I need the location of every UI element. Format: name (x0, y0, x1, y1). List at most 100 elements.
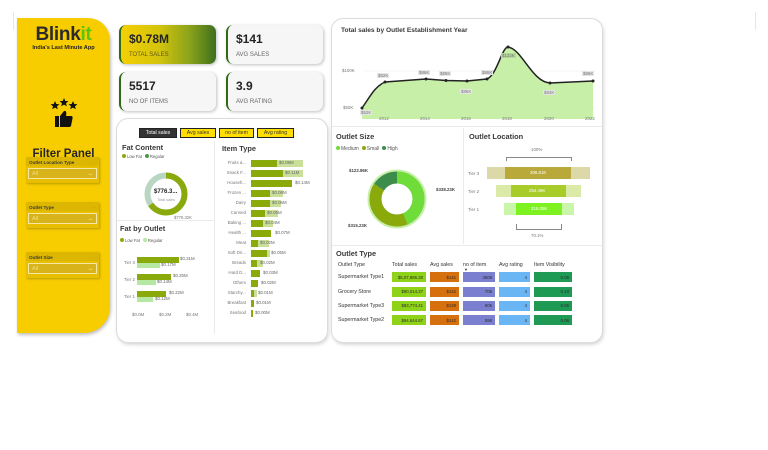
chevron-down-icon[interactable]: ⌄ (92, 159, 96, 164)
chevron-down-icon[interactable]: ⌄ (92, 254, 96, 259)
col-header[interactable]: Outlet Type (338, 261, 365, 268)
bar-value: $0.22M (169, 290, 184, 295)
data-label: $85K (439, 71, 452, 76)
cell-total: $90,014.27 (392, 286, 426, 297)
legend-item[interactable]: Small (361, 146, 379, 152)
cell-rating: 4 (499, 272, 530, 283)
outlet-location-funnel[interactable]: Tier 3 306.81K Tier 2 254.46K Tier 1 215… (464, 165, 602, 225)
item-bar[interactable] (251, 230, 271, 237)
slicer-outlet-location-type: Outlet Location Type ⌄ All ⌄ (26, 157, 99, 183)
item-value: $0.06M (272, 200, 287, 205)
item-bar[interactable] (251, 210, 265, 217)
item-bar[interactable] (251, 290, 254, 297)
legend-item[interactable]: Regular (144, 154, 165, 159)
item-bar[interactable] (251, 190, 270, 197)
table-row[interactable]: Supermarket Type1 $5,07,886.30 $141 3609… (336, 270, 574, 284)
item-value: $0.03M (263, 270, 278, 275)
axis-tick: $0.2M (159, 312, 172, 317)
measure-avg-sales-button[interactable]: Avg sales (180, 128, 216, 138)
item-bar[interactable] (251, 280, 258, 287)
data-label: $132K (501, 53, 516, 58)
axis-tick: $0.4M (186, 312, 199, 317)
donut-callout: $776.32K (174, 215, 192, 220)
fat-by-outlet-legend: Low Fat Regular (120, 238, 163, 243)
dropdown-value: All (32, 215, 39, 222)
data-label: $85K (460, 89, 473, 94)
dropdown-value: All (32, 170, 39, 177)
tier-label: Tier 2 (123, 277, 135, 282)
table-row[interactable]: Supermarket Type3 $83,774.41 $138 605 4 … (336, 299, 574, 313)
item-label: Hard D... (228, 270, 246, 275)
table-row[interactable]: Grocery Store $90,014.27 $142 705 4 0.10 (336, 284, 574, 298)
bar-value: $0.14M (157, 279, 172, 284)
col-header[interactable]: Item Visibility (534, 261, 565, 268)
funnel-bottom-bracket (516, 224, 562, 230)
outlet-size-donut[interactable] (365, 167, 429, 231)
bar-low-fat[interactable] (137, 274, 171, 280)
item-bar[interactable] (251, 170, 283, 177)
bar-regular[interactable] (137, 280, 156, 285)
legend-item[interactable]: High (382, 146, 398, 152)
item-type-chart[interactable]: Fruits a... $0.09M Snack F... $0.11M Hou… (217, 160, 325, 325)
col-header[interactable]: Avg sales (430, 261, 453, 268)
bar-low-fat[interactable] (137, 257, 179, 263)
col-header[interactable]: Total sales (392, 261, 418, 268)
item-bar[interactable] (251, 160, 277, 167)
item-label: Soft Dri... (227, 250, 246, 255)
cell-avg: $141 (430, 272, 459, 283)
col-header[interactable]: Avg rating (499, 261, 523, 268)
outlet-location-title: Outlet Location (469, 132, 524, 141)
legend-item[interactable]: Regular (142, 238, 163, 243)
y-tick: $100K (342, 68, 355, 73)
funnel-bar-tier3[interactable] (505, 167, 571, 179)
col-header-sorted[interactable]: no of item ▼ (463, 261, 487, 273)
item-value: $0.02M (261, 280, 276, 285)
slicer-title: Outlet Location Type (29, 159, 75, 165)
item-value: $0.07M (275, 230, 290, 235)
funnel-bar-tier1[interactable] (516, 203, 562, 215)
fat-by-outlet-chart[interactable]: Tier 3 $0.31M $0.17M Tier 2 $0.25M $0.14… (117, 254, 214, 324)
data-label: $52K (360, 110, 373, 115)
outlet-location-type-dropdown[interactable]: All ⌄ (28, 168, 97, 179)
item-bar[interactable] (251, 220, 263, 227)
outlet-size-dropdown[interactable]: All ⌄ (28, 263, 97, 274)
outlet-type-table: Outlet Type Total sales Avg sales no of … (336, 259, 574, 328)
item-label: Seafood (229, 310, 246, 315)
chevron-down-icon[interactable]: ⌄ (92, 204, 96, 209)
item-bar[interactable] (251, 200, 270, 207)
fat-content-donut[interactable] (141, 169, 191, 219)
measure-total-sales-button[interactable]: Total sales (139, 128, 177, 138)
table-row[interactable]: Supermarket Type2 $94,644.67 $142 598 4 … (336, 313, 574, 327)
dropdown-arrow-icon: ⌄ (86, 216, 95, 222)
item-value: $0.06M (272, 190, 287, 195)
cell-total: $83,774.41 (392, 300, 426, 311)
measure-no-of-item-button[interactable]: no of item (219, 128, 254, 138)
bar-regular[interactable] (137, 263, 160, 268)
outlet-type-dropdown[interactable]: All ⌄ (28, 213, 97, 224)
kpi-value: 3.9 (236, 79, 253, 93)
item-bar[interactable] (251, 270, 260, 277)
legend-item[interactable]: Medium (336, 146, 359, 152)
fat-item-panel: Total sales Avg sales no of item Avg rat… (117, 119, 327, 342)
bar-regular[interactable] (137, 297, 153, 302)
funnel-value: 254.46K (529, 188, 546, 193)
bar-value: $0.25M (173, 273, 188, 278)
legend-item[interactable]: Low Fat (122, 154, 142, 159)
year-sales-area-chart[interactable] (332, 37, 602, 127)
item-bar[interactable] (251, 240, 258, 247)
dropdown-arrow-icon: ⌄ (86, 266, 95, 272)
cell-rating: 4 (499, 286, 530, 297)
measure-avg-rating-button[interactable]: Avg rating (257, 128, 294, 138)
bar-low-fat[interactable] (137, 291, 166, 297)
panel-divider (117, 220, 214, 221)
item-bar[interactable] (251, 260, 257, 267)
item-label: Meat (236, 240, 246, 245)
legend-item[interactable]: Low Fat (120, 238, 140, 243)
item-bar[interactable] (251, 300, 254, 307)
item-bar[interactable] (251, 180, 292, 187)
item-bar[interactable] (251, 250, 267, 257)
item-bar[interactable] (251, 310, 253, 317)
kpi-total-sales: $0.78M TOTAL SALES (119, 25, 216, 64)
funnel-bar-tier2[interactable] (511, 185, 566, 197)
cell-avg: $138 (430, 300, 459, 311)
